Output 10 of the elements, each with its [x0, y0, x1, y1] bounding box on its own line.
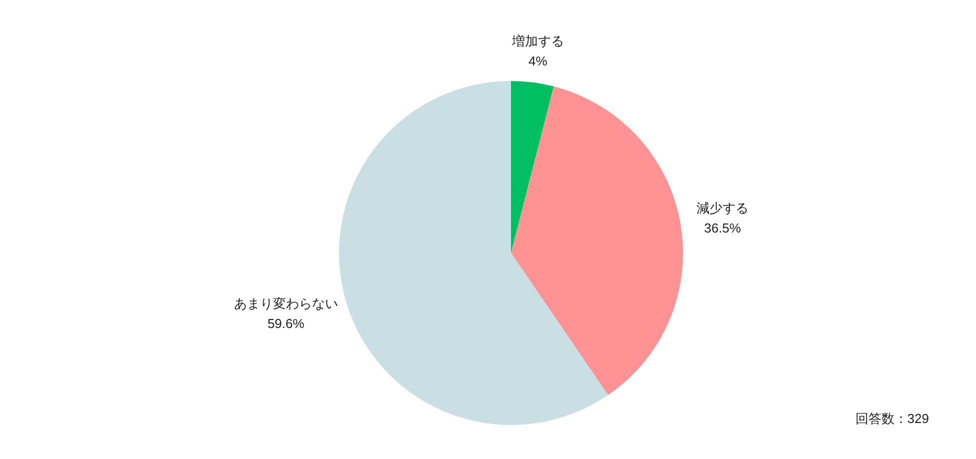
- slice-label: あまり変わらない: [234, 296, 338, 312]
- data-label: 36.5%: [704, 220, 742, 236]
- data-label: 59.6%: [267, 316, 305, 332]
- pie-slice: [511, 81, 554, 253]
- slice-label: 増加する: [510, 34, 564, 49]
- text: 回答数：329: [855, 411, 929, 426]
- pie-slice: [339, 81, 608, 425]
- pie-slice: [511, 86, 683, 396]
- data-label: 4%: [528, 54, 548, 69]
- slice-label: 減少する: [696, 200, 749, 216]
